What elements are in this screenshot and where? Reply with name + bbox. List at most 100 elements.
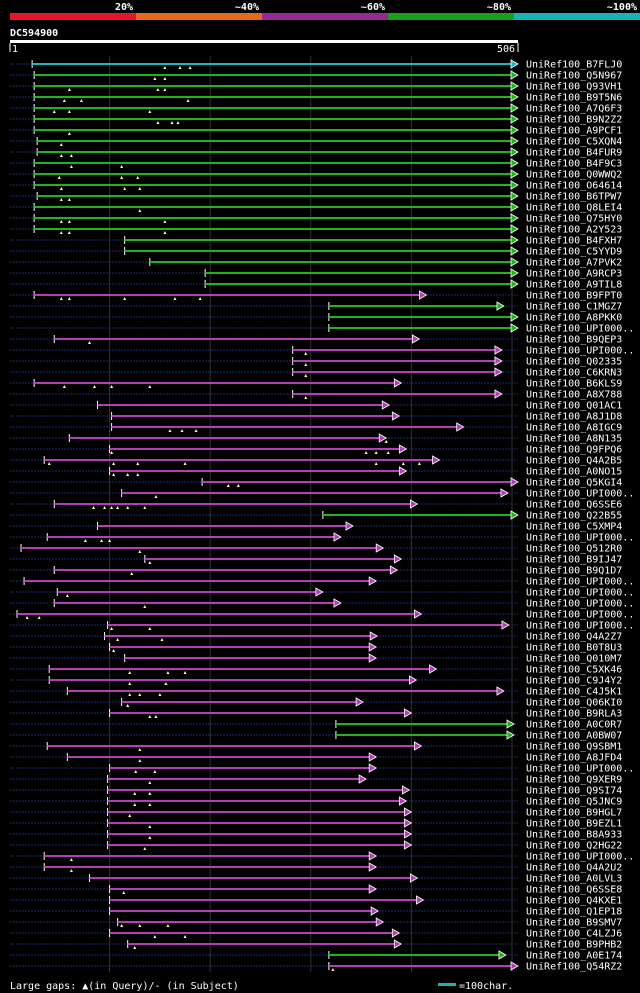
hit-row[interactable]: UniRef100_Q5N967	[10, 70, 622, 82]
hit-label[interactable]: UniRef100_Q02335	[526, 357, 622, 368]
hit-row[interactable]: UniRef100_Q4KXE1	[10, 895, 622, 907]
hit-row[interactable]: UniRef100_UPI000..	[10, 609, 634, 621]
hit-label[interactable]: UniRef100_UPI000..	[526, 577, 634, 588]
hit-row[interactable]: UniRef100_UPI000..	[10, 323, 634, 335]
hit-row[interactable]: UniRef100_C9J4Y2	[10, 675, 622, 687]
hit-row[interactable]: UniRef100_C5XK46	[10, 664, 622, 676]
hit-row[interactable]: UniRef100_Q9FPQ6	[10, 444, 622, 456]
hit-label[interactable]: UniRef100_A8JFD4	[526, 753, 622, 764]
hit-label[interactable]: UniRef100_Q9SI74	[526, 786, 622, 797]
hit-row[interactable]: UniRef100_A9TIL8	[10, 279, 622, 291]
hit-label[interactable]: UniRef100_B9QEP3	[526, 335, 622, 346]
hit-label[interactable]: UniRef100_B4FXH7	[526, 236, 622, 247]
hit-row[interactable]: UniRef100_Q0WWQ2	[10, 169, 622, 181]
hit-row[interactable]: UniRef100_B8A933	[10, 829, 622, 841]
hit-label[interactable]: UniRef100_C5XQN4	[526, 137, 622, 148]
hit-label[interactable]: UniRef100_Q4A2Z7	[526, 632, 622, 643]
hit-row[interactable]: UniRef100_Q02335	[10, 356, 622, 368]
hit-label[interactable]: UniRef100_UPI000..	[526, 324, 634, 335]
hit-label[interactable]: UniRef100_Q8LEI4	[526, 203, 622, 214]
hit-row[interactable]: UniRef100_B4FUR9	[10, 147, 622, 159]
hit-row[interactable]: UniRef100_UPI000..	[10, 587, 634, 599]
hit-row[interactable]: UniRef100_B9T5N6	[10, 92, 622, 104]
hit-label[interactable]: UniRef100_Q010M7	[526, 654, 622, 665]
hit-row[interactable]: UniRef100_A8JFD4	[10, 752, 622, 764]
hit-row[interactable]: UniRef100_Q54RZ2	[10, 961, 622, 973]
hit-label[interactable]: UniRef100_C6KRN3	[526, 368, 622, 379]
hit-label[interactable]: UniRef100_A0BW07	[526, 731, 622, 742]
hit-label[interactable]: UniRef100_C5XK46	[526, 665, 622, 676]
hit-row[interactable]: UniRef100_Q06KI0	[10, 697, 622, 709]
hit-row[interactable]: UniRef100_O64614	[10, 180, 622, 192]
hit-label[interactable]: UniRef100_B9T5N6	[526, 93, 622, 104]
hit-label[interactable]: UniRef100_C5XMP4	[526, 522, 622, 533]
hit-label[interactable]: UniRef100_A8IGC9	[526, 423, 622, 434]
hit-label[interactable]: UniRef100_UPI000..	[526, 764, 634, 775]
hit-label[interactable]: UniRef100_UPI000..	[526, 852, 634, 863]
hit-label[interactable]: UniRef100_A9TIL8	[526, 280, 622, 291]
hit-label[interactable]: UniRef100_B7FLJ0	[526, 60, 622, 71]
hit-label[interactable]: UniRef100_A8N135	[526, 434, 622, 445]
hit-row[interactable]: UniRef100_B4FXH7	[10, 235, 622, 247]
hit-row[interactable]: UniRef100_UPI000..	[10, 576, 634, 588]
hit-label[interactable]: UniRef100_B6KLS9	[526, 379, 622, 390]
hit-label[interactable]: UniRef100_UPI000..	[526, 588, 634, 599]
hit-row[interactable]: UniRef100_C6KRN3	[10, 367, 622, 379]
hit-row[interactable]: UniRef100_Q75HY0	[10, 213, 622, 225]
hit-row[interactable]: UniRef100_B7FLJ0	[10, 59, 622, 71]
hit-label[interactable]: UniRef100_A9PCF1	[526, 126, 622, 137]
hit-label[interactable]: UniRef100_Q6SSE6	[526, 500, 622, 511]
hit-row[interactable]: UniRef100_B9QEP3	[10, 334, 622, 346]
hit-row[interactable]: UniRef100_A7Q6F3	[10, 103, 622, 115]
hit-row[interactable]: UniRef100_B0T8U3	[10, 642, 622, 654]
hit-label[interactable]: UniRef100_C5YYD9	[526, 247, 622, 258]
hit-row[interactable]: UniRef100_Q512R0	[10, 543, 622, 555]
hit-label[interactable]: UniRef100_Q5JNC9	[526, 797, 622, 808]
hit-row[interactable]: UniRef100_Q9SI74	[10, 785, 622, 797]
hit-row[interactable]: UniRef100_C4LZJ6	[10, 928, 622, 940]
hit-row[interactable]: UniRef100_C5YYD9	[10, 246, 622, 258]
hit-label[interactable]: UniRef100_Q4A2B5	[526, 456, 622, 467]
hit-row[interactable]: UniRef100_UPI000..	[10, 851, 634, 863]
hit-label[interactable]: UniRef100_Q01AC1	[526, 401, 622, 412]
hit-label[interactable]: UniRef100_Q9SBM1	[526, 742, 622, 753]
hit-label[interactable]: UniRef100_Q22B55	[526, 511, 622, 522]
hit-label[interactable]: UniRef100_B6TPW7	[526, 192, 622, 203]
hit-row[interactable]: UniRef100_Q6SSE8	[10, 884, 622, 896]
hit-label[interactable]: UniRef100_Q9FPQ6	[526, 445, 622, 456]
hit-row[interactable]: UniRef100_Q9XER9	[10, 774, 622, 786]
hit-row[interactable]: UniRef100_Q8LEI4	[10, 202, 622, 214]
hit-row[interactable]: UniRef100_A9RCP3	[10, 268, 622, 280]
hit-label[interactable]: UniRef100_B9IJ47	[526, 555, 622, 566]
hit-label[interactable]: UniRef100_B4F9C3	[526, 159, 622, 170]
hit-row[interactable]: UniRef100_UPI000..	[10, 598, 634, 610]
hit-label[interactable]: UniRef100_Q75HY0	[526, 214, 622, 225]
hit-label[interactable]: UniRef100_A8X788	[526, 390, 622, 401]
hit-label[interactable]: UniRef100_B0T8U3	[526, 643, 622, 654]
hit-row[interactable]: UniRef100_A8IGC9	[10, 422, 622, 434]
hit-label[interactable]: UniRef100_A0NO15	[526, 467, 622, 478]
hit-row[interactable]: UniRef100_Q22B55	[10, 510, 622, 522]
hit-label[interactable]: UniRef100_Q512R0	[526, 544, 622, 555]
hit-row[interactable]: UniRef100_A8J1D8	[10, 411, 622, 423]
hit-row[interactable]: UniRef100_B6TPW7	[10, 191, 622, 203]
hit-row[interactable]: UniRef100_A7PVK2	[10, 257, 622, 269]
hit-row[interactable]: UniRef100_Q4A2B5	[10, 455, 622, 467]
hit-label[interactable]: UniRef100_Q6SSE8	[526, 885, 622, 896]
hit-label[interactable]: UniRef100_B9RLA3	[526, 709, 622, 720]
hit-row[interactable]: UniRef100_Q4A2U2	[10, 862, 622, 874]
hit-label[interactable]: UniRef100_A8J1D8	[526, 412, 622, 423]
hit-label[interactable]: UniRef100_Q06KI0	[526, 698, 622, 709]
hit-label[interactable]: UniRef100_Q5KGI4	[526, 478, 622, 489]
hit-label[interactable]: UniRef100_A2Y523	[526, 225, 622, 236]
hit-row[interactable]: UniRef100_Q4A2Z7	[10, 631, 622, 643]
hit-label[interactable]: UniRef100_B9PHB2	[526, 940, 622, 951]
hit-label[interactable]: UniRef100_Q54RZ2	[526, 962, 622, 973]
hit-label[interactable]: UniRef100_Q1EP18	[526, 907, 622, 918]
hit-label[interactable]: UniRef100_UPI000..	[526, 346, 634, 357]
hit-label[interactable]: UniRef100_A7Q6F3	[526, 104, 622, 115]
hit-row[interactable]: UniRef100_B9PHB2	[10, 939, 622, 951]
hit-row[interactable]: UniRef100_Q9SBM1	[10, 741, 622, 753]
hit-label[interactable]: UniRef100_UPI000..	[526, 489, 634, 500]
hit-row[interactable]: UniRef100_B9SMV7	[10, 917, 622, 929]
